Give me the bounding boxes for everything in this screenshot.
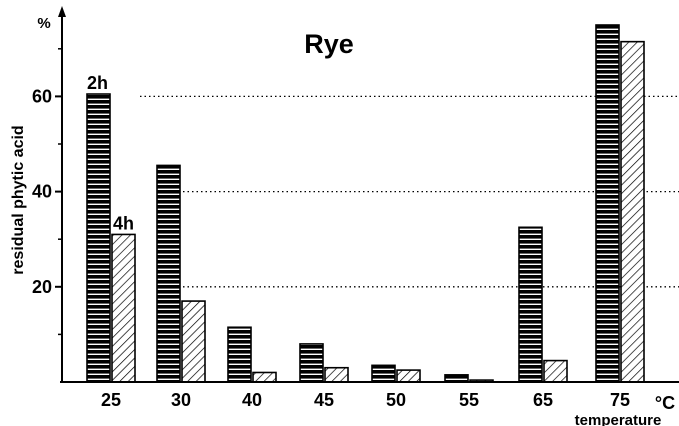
bar-2h-75 (595, 24, 620, 383)
bar-2h-55 (444, 374, 469, 383)
x-tick-label-55: 55 (459, 390, 479, 410)
bar-4h-45 (324, 366, 349, 383)
x-ticks: 25 30 40 45 50 55 65 75 (101, 390, 630, 410)
gridlines (140, 95, 679, 288)
x-tick-label-75: 75 (610, 390, 630, 410)
bar-4h-30 (181, 300, 206, 383)
bar-2h-30 (156, 164, 181, 383)
x-tick-label-25: 25 (101, 390, 121, 410)
bar-2h-45 (299, 343, 324, 383)
x-axis-unit: °C (655, 393, 675, 413)
bar-2h-50 (371, 364, 396, 383)
axes (58, 6, 679, 383)
y-tick-label-40: 40 (32, 182, 52, 202)
x-tick-label-45: 45 (314, 390, 334, 410)
x-tick-label-50: 50 (386, 390, 406, 410)
bar-2h-25 (86, 93, 111, 383)
series-label-2h: 2h (87, 73, 108, 93)
bar-4h-25 (111, 233, 136, 383)
x-tick-label-65: 65 (533, 390, 553, 410)
y-tick-label-60: 60 (32, 86, 52, 106)
bar-2h-40 (227, 326, 252, 383)
y-axis-unit: % (37, 15, 50, 32)
bar-2h-65 (518, 226, 543, 383)
bar-4h-75 (620, 40, 645, 383)
x-tick-label-40: 40 (242, 390, 262, 410)
y-axis-arrow-icon (58, 6, 66, 17)
y-tick-label-20: 20 (32, 277, 52, 297)
bar-4h-50 (396, 369, 421, 383)
x-tick-label-30: 30 (171, 390, 191, 410)
y-axis-label: residual phytic acid (10, 125, 27, 274)
x-axis-label: temperature (575, 412, 662, 426)
bar-4h-65 (543, 359, 568, 383)
bars-group: 2h 4h (86, 24, 645, 383)
y-ticks: 20 40 60 (32, 48, 62, 336)
chart-title: Rye (304, 29, 354, 59)
series-label-4h: 4h (113, 213, 134, 233)
bar-4h-40 (252, 371, 277, 383)
